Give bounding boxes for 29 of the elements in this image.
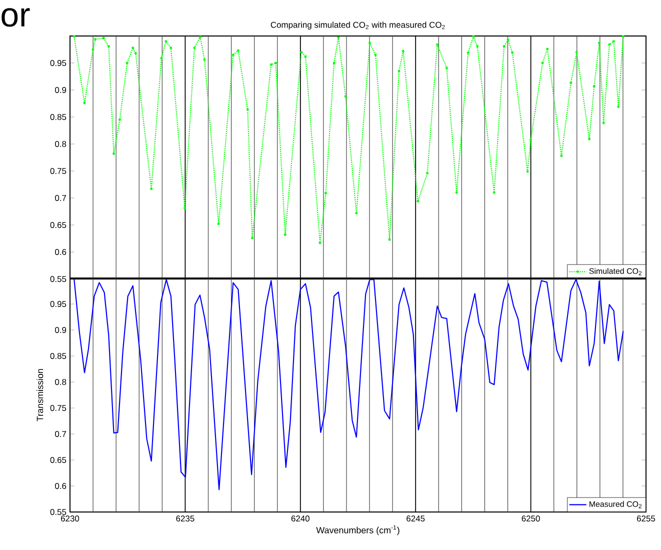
x-axis-title: Wavenumbers (cm$^{-1}$) [316,525,400,536]
y-tick-label: 0.7 [55,195,66,201]
y-tick-label: 0.6 [55,483,66,489]
y-tick-label: 0.95 [50,60,66,66]
y-axis-title: Transmission [36,369,44,422]
y-tick-label: 0.8 [55,379,66,385]
x-tick-label: 6240 [291,516,310,522]
y-tick-label: 0.8 [55,141,66,147]
y-tick-label: 0.75 [50,168,66,174]
x-tick-label: 6235 [176,516,194,522]
y-tick-label: 0.6 [55,249,66,255]
x-tick-label: 6245 [406,516,425,522]
y-tick-label: 0.9 [55,327,66,333]
y-tick-label: 0.7 [55,431,66,437]
y-tick-label: 0.55 [50,509,66,515]
y-tick-label: 0.65 [50,457,66,463]
y-tick-label: 0.95 [50,301,66,307]
y-tick-label: 0.65 [50,222,66,228]
y-tick-label: 0.85 [50,114,66,120]
x-tick-label: 6250 [522,516,540,522]
y-tick-label: 0.9 [55,87,66,93]
x-tick-label: 6255 [637,516,656,522]
y-tick-label: 0.55 [50,276,66,282]
chart-title: Comparing simulated CO$_{2}$ with measured CO$_{2}$ [270,22,445,30]
x-tick-label: 6230 [61,516,80,522]
text: or [2,8,30,27]
line-series [74,279,624,490]
y-tick-label: 0.75 [50,405,66,411]
y-tick-label: 0.85 [50,353,66,359]
